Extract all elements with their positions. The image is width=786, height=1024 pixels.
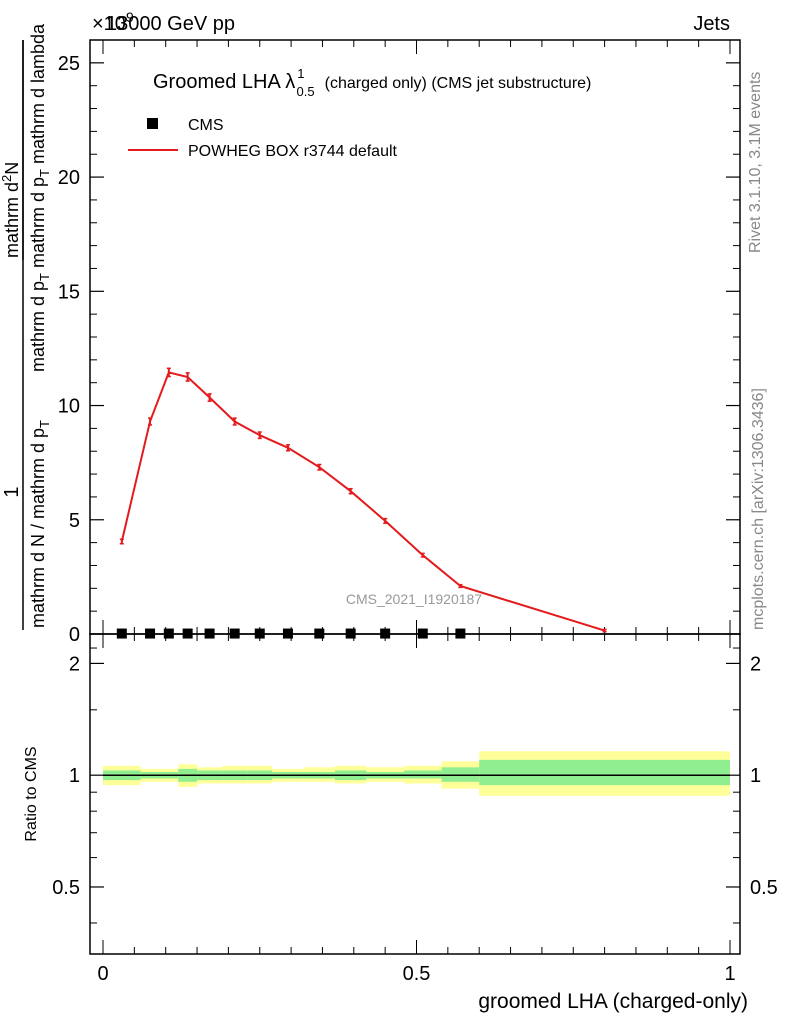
x-tick-label-2: 1 [724, 963, 735, 985]
x-tick-label-1: 0.5 [403, 963, 431, 985]
process-label: Jets [693, 13, 730, 35]
ratio-inner-band-13 [479, 759, 730, 786]
y-denom: mathrm d pT mathrm d pT mathrm d lambda [28, 23, 52, 372]
ratio-ticks: 0.5 0.5 1 1 2 2 0 0.5 1 [52, 634, 778, 985]
y-frac-top: 1 [1, 486, 23, 497]
main-y-axis-label: 1 mathrm d N / mathrm d pT mathrm d2N ma… [0, 23, 52, 630]
ratio-inner-band-11 [403, 770, 442, 779]
main-y-ticks: 0 5 10 15 20 25 [58, 39, 740, 646]
ratio-y-label: Ratio to CMS [23, 746, 40, 841]
y-frac-bottom: mathrm d N / mathrm d pT [28, 420, 52, 628]
rivet-label: Rivet 3.1.10, 3.1M events [747, 72, 764, 253]
exponent-label: ×109 [92, 9, 134, 35]
ratio-y-tick-label-right-1: 1 [750, 765, 761, 787]
ratio-y-tick-label-0: 0.5 [52, 877, 80, 899]
ratio-y-tick-label-right-0: 0.5 [750, 877, 778, 899]
main-y-tick-label-4: 20 [58, 167, 80, 189]
ratio-y-tick-label-1: 1 [69, 765, 80, 787]
analysis-watermark: CMS_2021_I1920187 [346, 591, 482, 607]
ratio-y-tick-label-2: 2 [69, 653, 80, 675]
mcplots-label: mcplots.cern.ch [arXiv:1306.3436] [750, 388, 767, 630]
ratio-y-tick-label-right-2: 2 [750, 653, 761, 675]
ratio-plot-frame [89, 633, 741, 955]
main-title: Groomed LHA λ 1 0.5 (charged only) (CMS jet… [153, 66, 591, 99]
main-y-tick-label-2: 10 [58, 396, 80, 418]
x-tick-label-0: 0 [97, 963, 108, 985]
main-y-tick-label-0: 0 [69, 624, 80, 646]
main-y-tick-label-5: 25 [58, 53, 80, 75]
x-axis-label: groomed LHA (charged-only) [478, 990, 748, 1013]
y-numer: mathrm d2N [0, 162, 22, 258]
legend-cms-marker [147, 118, 158, 129]
main-y-tick-label-3: 15 [58, 281, 80, 303]
energy-label: 13000 GeV pp [106, 13, 235, 35]
legend-cms-label: CMS [188, 117, 224, 134]
legend-powheg-label: POWHEG BOX r3744 default [188, 143, 398, 160]
legend: CMS POWHEG BOX r3744 default [128, 117, 398, 160]
main-y-tick-label-1: 5 [69, 510, 80, 532]
powheg-line [120, 371, 605, 632]
ratio-bands [103, 751, 730, 796]
